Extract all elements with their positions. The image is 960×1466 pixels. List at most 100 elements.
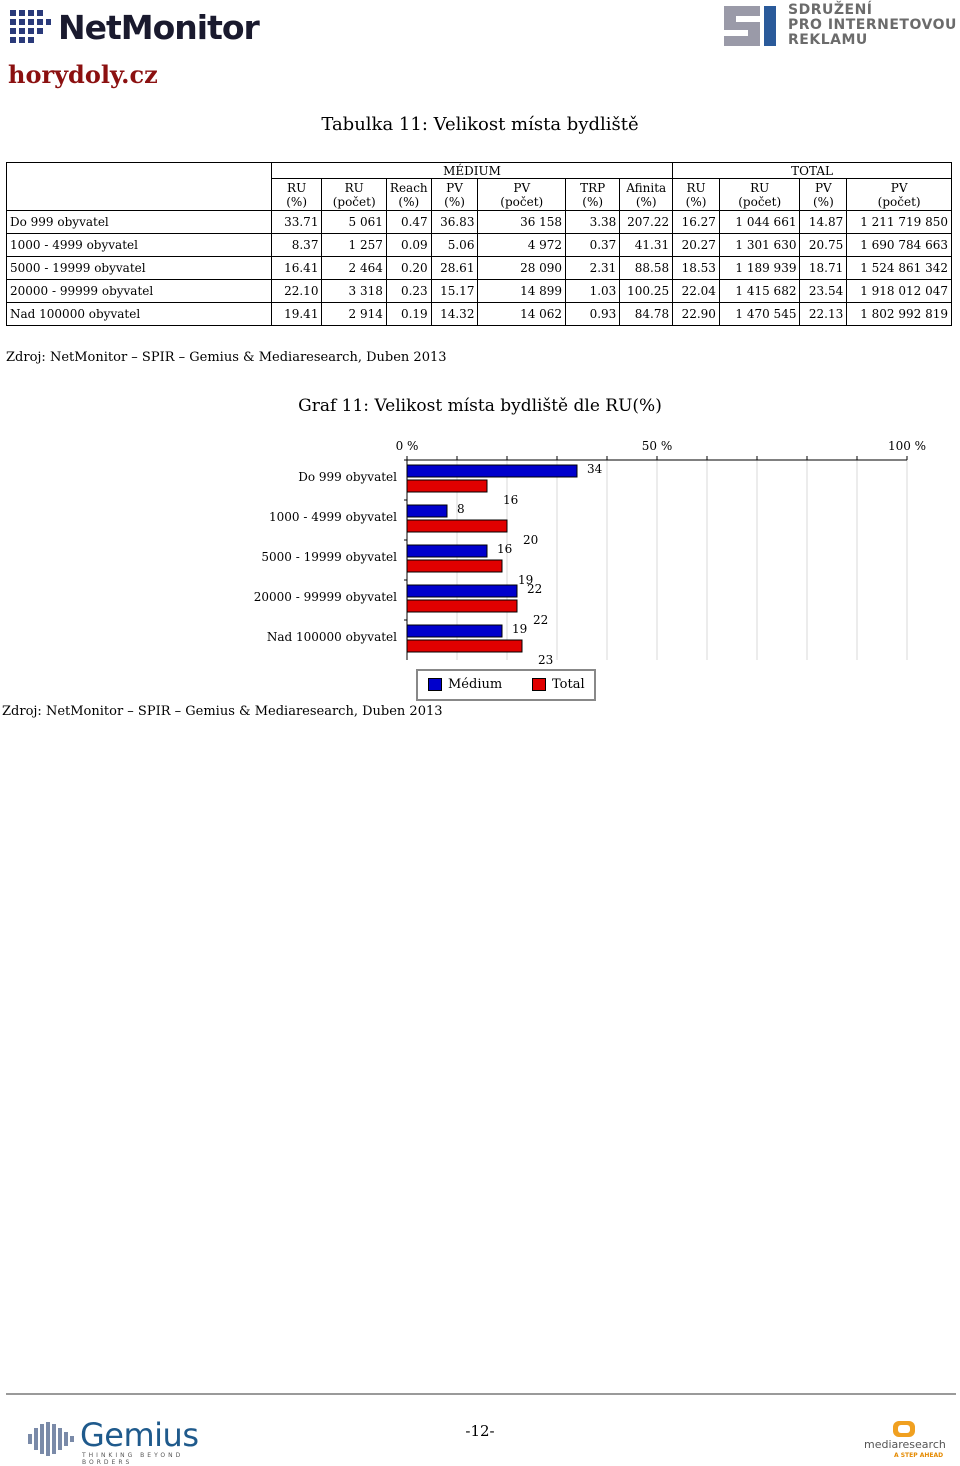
column-header-unit: (počet) (332, 194, 376, 209)
netmonitor-logo-text: NetMonitor (58, 8, 260, 47)
site-name: horydoly.cz (8, 60, 158, 89)
table-cell: 0.47 (385, 210, 432, 234)
data-table: MÉDIUM TOTAL RU (%) RU (počet) Reach (%) PV (%)… (6, 162, 952, 326)
column-header-unit: (%) (685, 194, 707, 209)
table-cell: 28 090 (477, 256, 567, 280)
table-cell: 4 972 (477, 233, 567, 257)
column-header-unit: (počet) (877, 194, 921, 209)
table-cell: 5.06 (430, 233, 479, 257)
table-row: 20000 - 99999 obyvatel 22.10 3 318 0.23 15.1… (6, 279, 952, 303)
table-cell: 84.78 (619, 302, 674, 326)
bar-medium (406, 504, 448, 518)
row-label: Do 999 obyvatel (6, 210, 272, 234)
column-header-label: Afinita (626, 180, 667, 195)
group-header-total: TOTAL (672, 162, 952, 179)
column-header-label: PV (446, 180, 463, 195)
table-cell: 8.37 (270, 233, 323, 257)
table-cell: 0.20 (385, 256, 432, 280)
column-header-label: TRP (580, 180, 606, 195)
data-label: 19 (512, 622, 527, 636)
table-row: 1000 - 4999 obyvatel 8.37 1 257 0.09 5.06 4 9… (6, 233, 952, 257)
column-header: PV (%) (430, 178, 479, 211)
table-cell: 22.10 (270, 279, 323, 303)
x-tick-label: 100 % (888, 439, 926, 453)
bar-total (406, 639, 523, 653)
bar-medium (406, 584, 518, 598)
data-label: 16 (503, 493, 518, 507)
column-header-unit: (%) (286, 194, 307, 209)
gemius-logo-text: Gemius (80, 1416, 199, 1454)
data-label: 8 (457, 502, 465, 516)
data-label: 22 (527, 582, 542, 596)
bar-chart: 0 % 50 % 100 % Do 999 obyvatel 34 16 1000 - 49… (254, 439, 926, 667)
data-label: 20 (523, 533, 538, 547)
table-cell: 20.75 (799, 233, 848, 257)
table-cell: 18.71 (799, 256, 848, 280)
bar-total (406, 519, 508, 533)
column-header: PV (počet) (846, 178, 952, 211)
legend-swatch-medium (428, 678, 442, 691)
chart-legend: Médium Total (416, 669, 596, 701)
netmonitor-logo: NetMonitor (8, 6, 260, 50)
table-cell: 1 301 630 (718, 233, 801, 257)
row-label: Nad 100000 obyvatel (6, 302, 272, 326)
category-label: 1000 - 4999 obyvatel (269, 510, 397, 524)
row-label: 1000 - 4999 obyvatel (6, 233, 272, 257)
column-header-label: RU (344, 180, 364, 195)
table-cell: 33.71 (270, 210, 323, 234)
table-cell: 41.31 (619, 233, 674, 257)
page-number: -12- (465, 1422, 495, 1440)
column-header-label: Reach (389, 180, 428, 195)
spir-logo-line-3: REKLAMU (788, 32, 868, 48)
column-header: PV (%) (799, 178, 848, 211)
mediaresearch-logo-text: mediaresearch (864, 1438, 946, 1451)
bar-medium (406, 464, 578, 478)
category-label: 20000 - 99999 obyvatel (254, 590, 397, 604)
group-header-medium: MÉDIUM (270, 162, 674, 179)
table-cell: 14.32 (430, 302, 479, 326)
column-header-label: RU (686, 180, 706, 195)
column-header: Afinita (%) (619, 178, 674, 211)
spir-logo-line-2: PRO INTERNETOVOU (788, 17, 957, 33)
column-header: RU (počet) (321, 178, 387, 211)
table-cell: 14 899 (477, 279, 567, 303)
table-cell: 16.27 (672, 210, 720, 234)
data-label: 22 (533, 613, 548, 627)
table-cell: 0.19 (385, 302, 432, 326)
bar-medium (406, 624, 503, 638)
category-label: Nad 100000 obyvatel (267, 630, 397, 644)
table-cell: 1 211 719 850 (846, 210, 952, 234)
table-cell: 20.27 (672, 233, 720, 257)
footer-divider (6, 1393, 956, 1395)
table-cell: 1 470 545 (718, 302, 801, 326)
table-cell: 0.23 (385, 279, 432, 303)
table-cell: 14.87 (799, 210, 848, 234)
table-cell: 18.53 (672, 256, 720, 280)
x-tick-label: 0 % (396, 439, 419, 453)
data-label: 16 (497, 542, 512, 556)
legend-label-medium: Médium (448, 677, 503, 692)
column-header-label: PV (814, 180, 832, 195)
bar-total (406, 559, 503, 573)
table-source: Zdroj: NetMonitor – SPIR – Gemius & Medi… (6, 350, 447, 365)
legend-swatch-total (532, 678, 546, 691)
spir-logo-line-1: SDRUŽENÍ (788, 2, 873, 18)
row-label: 5000 - 19999 obyvatel (6, 256, 272, 280)
graph-source: Zdroj: NetMonitor – SPIR – Gemius & Medi… (2, 704, 443, 719)
column-header-label: PV (890, 180, 908, 195)
column-header-label: PV (513, 180, 531, 195)
data-label: 23 (538, 653, 553, 667)
netmonitor-logo-icon (10, 10, 51, 43)
table-cell: 22.04 (672, 279, 720, 303)
legend-label-total: Total (552, 677, 585, 692)
mediaresearch-logo-icon (893, 1421, 915, 1437)
table-cell: 5 061 (321, 210, 387, 234)
table-cell: 88.58 (619, 256, 674, 280)
gemius-logo: Gemius THINKING BEYOND BORDERS (28, 1416, 208, 1466)
mediaresearch-logo: mediaresearch A STEP AHEAD (864, 1420, 958, 1462)
table-cell: 1 918 012 047 (846, 279, 952, 303)
category-label: Do 999 obyvatel (298, 470, 397, 484)
gemius-logo-icon (28, 1422, 74, 1456)
data-label: 19 (518, 573, 533, 587)
column-header: PV (počet) (477, 178, 567, 211)
